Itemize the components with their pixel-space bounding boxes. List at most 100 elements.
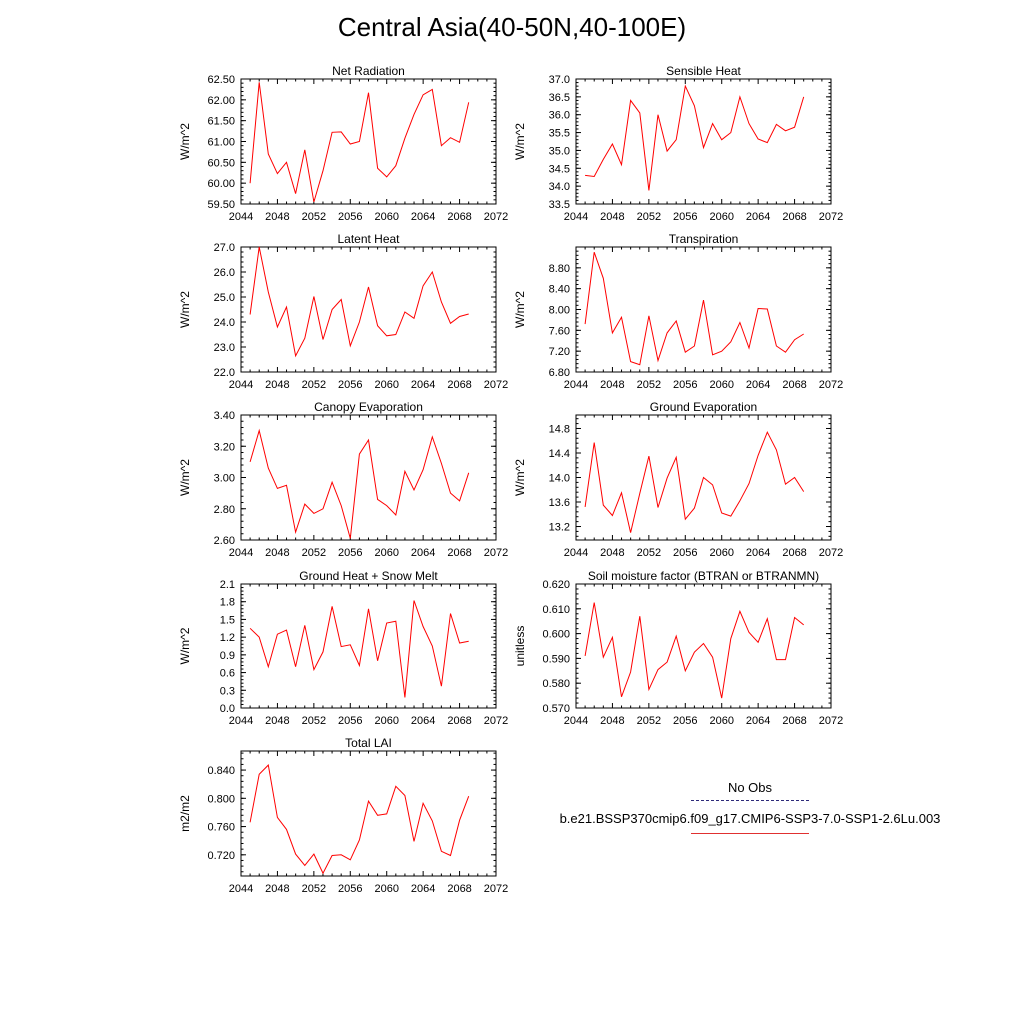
panel-2: Sensible Heat W/m^2 2044 2048 2052 2056 2060 20… (513, 64, 843, 223)
x-tick-label: 2072 (484, 883, 508, 895)
y-tick-label: 22.0 (214, 367, 235, 379)
x-tick-label: 2060 (374, 379, 398, 391)
series-line (584, 252, 804, 366)
x-tick-label: 2060 (709, 547, 733, 559)
x-tick-label: 2052 (302, 883, 326, 895)
y-tick-label: 1.8 (220, 597, 235, 609)
legend-obs-line (691, 800, 809, 801)
legend-run-label: b.e21.BSSP370cmip6.f09_g17.CMIP6-SSP3-7.… (559, 811, 941, 826)
x-tick-label: 2064 (411, 715, 435, 727)
y-tick-label: 2.60 (214, 535, 235, 547)
y-tick-label: 0.760 (207, 822, 235, 834)
y-tick-label: 0.3 (220, 685, 235, 697)
series-line (249, 246, 469, 358)
x-tick-label: 2056 (673, 547, 697, 559)
y-tick-label: 61.50 (207, 116, 235, 128)
y-tick-label: 0.840 (207, 765, 235, 777)
x-tick-label: 2044 (564, 715, 588, 727)
x-tick-label: 2068 (782, 379, 806, 391)
x-tick-label: 2060 (374, 547, 398, 559)
x-tick-label: 2052 (637, 547, 661, 559)
panel-title: Canopy Evaporation (314, 400, 423, 414)
panel-title: Ground Heat + Snow Melt (299, 569, 438, 583)
y-tick-label: 0.0 (220, 703, 235, 715)
x-tick-label: 2072 (819, 547, 843, 559)
y-tick-label: 14.0 (549, 473, 570, 485)
x-tick-label: 2044 (564, 379, 588, 391)
y-tick-label: 62.50 (207, 74, 235, 86)
panel-title: Latent Heat (337, 232, 400, 246)
plot-frame (575, 246, 832, 373)
x-tick-label: 2064 (411, 211, 435, 223)
x-tick-label: 2052 (637, 379, 661, 391)
x-tick-label: 2048 (600, 547, 624, 559)
panel-5: Canopy Evaporation W/m^2 2044 2048 2052 2056 2… (178, 400, 508, 559)
panel-title: Soil moisture factor (BTRAN or BTRANMN) (588, 569, 819, 583)
plot-frame (575, 583, 832, 709)
y-axis-label: W/m^2 (513, 123, 527, 160)
series-line (249, 600, 469, 698)
y-tick-label: 0.9 (220, 650, 235, 662)
y-tick-label: 62.00 (207, 95, 235, 107)
x-tick-label: 2044 (229, 547, 253, 559)
y-tick-label: 8.80 (549, 263, 570, 275)
x-tick-label: 2072 (484, 547, 508, 559)
y-tick-label: 14.8 (549, 423, 570, 435)
y-tick-label: 60.00 (207, 178, 235, 190)
x-tick-label: 2056 (338, 547, 362, 559)
x-tick-label: 2068 (782, 715, 806, 727)
y-tick-label: 27.0 (214, 242, 235, 254)
x-tick-label: 2064 (746, 379, 770, 391)
x-tick-label: 2068 (447, 211, 471, 223)
x-tick-label: 2048 (265, 379, 289, 391)
x-tick-label: 2056 (338, 211, 362, 223)
x-tick-label: 2052 (302, 211, 326, 223)
y-tick-label: 3.00 (214, 473, 235, 485)
y-tick-label: 60.50 (207, 157, 235, 169)
x-tick-label: 2068 (447, 379, 471, 391)
x-tick-label: 2060 (709, 211, 733, 223)
y-tick-label: 3.40 (214, 410, 235, 422)
y-tick-label: 25.0 (214, 292, 235, 304)
x-tick-label: 2052 (637, 715, 661, 727)
panel-title: Net Radiation (332, 64, 405, 78)
y-tick-label: 61.00 (207, 137, 235, 149)
x-tick-label: 2048 (265, 211, 289, 223)
x-tick-label: 2064 (746, 715, 770, 727)
y-tick-label: 8.00 (549, 305, 570, 317)
y-tick-label: 2.80 (214, 504, 235, 516)
y-tick-label: 1.5 (220, 614, 235, 626)
x-tick-label: 2056 (673, 211, 697, 223)
plot-frame (240, 414, 497, 541)
y-tick-label: 3.20 (214, 441, 235, 453)
x-tick-label: 2052 (302, 715, 326, 727)
y-tick-label: 7.20 (549, 346, 570, 358)
plot-frame (240, 583, 497, 709)
x-tick-label: 2064 (411, 883, 435, 895)
y-tick-label: 35.5 (549, 128, 570, 140)
figure-title: Central Asia(40-50N,40-100E) (337, 12, 687, 42)
x-tick-label: 2072 (484, 211, 508, 223)
x-tick-label: 2072 (819, 715, 843, 727)
panel-title: Sensible Heat (666, 64, 741, 78)
y-tick-label: 6.80 (549, 367, 570, 379)
y-tick-label: 1.2 (220, 632, 235, 644)
y-tick-label: 23.0 (214, 342, 235, 354)
y-axis-label: W/m^2 (513, 459, 527, 496)
panel-8: Soil moisture factor (BTRAN or BTRANMN) u… (513, 569, 843, 727)
x-tick-label: 2056 (673, 379, 697, 391)
y-tick-label: 0.590 (542, 653, 570, 665)
x-tick-label: 2068 (447, 883, 471, 895)
x-tick-label: 2044 (229, 379, 253, 391)
x-tick-label: 2068 (447, 715, 471, 727)
y-tick-label: 35.0 (549, 145, 570, 157)
panel-1: Net Radiation W/m^2 2044 2048 2052 2056 2060 20… (178, 64, 508, 223)
x-tick-label: 2048 (600, 211, 624, 223)
y-tick-label: 36.5 (549, 92, 570, 104)
y-tick-label: 26.0 (214, 267, 235, 279)
y-tick-label: 7.60 (549, 325, 570, 337)
y-tick-label: 34.0 (549, 181, 570, 193)
series-line (249, 82, 470, 203)
x-tick-label: 2060 (374, 211, 398, 223)
